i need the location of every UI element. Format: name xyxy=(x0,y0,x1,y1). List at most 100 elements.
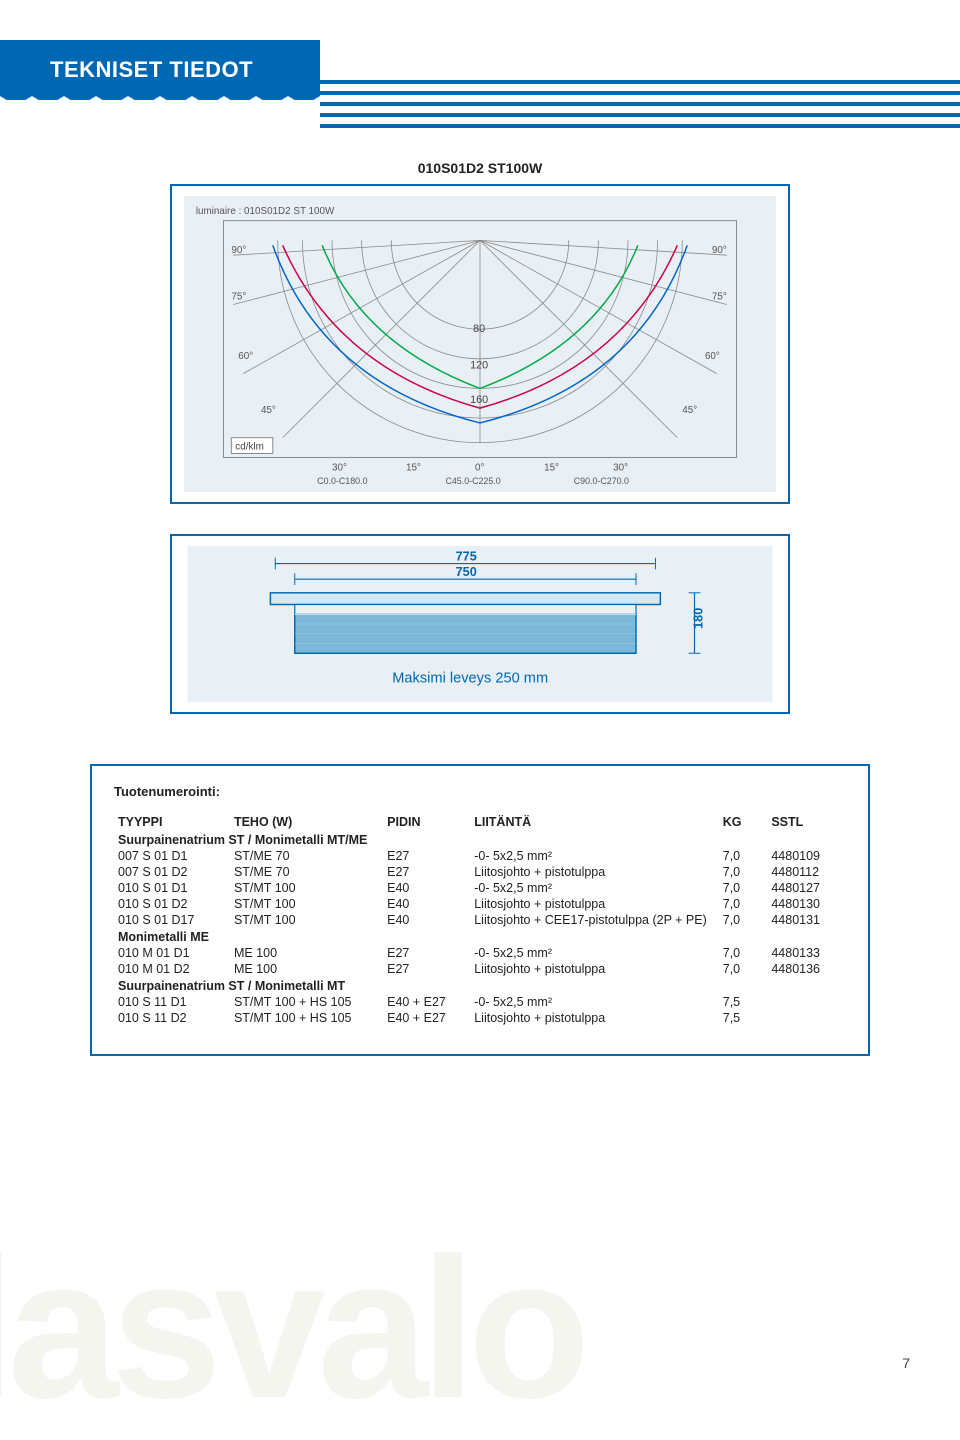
table-cell xyxy=(767,1010,846,1026)
watermark-text: lasvalo xyxy=(0,1229,582,1429)
table-cell: 7,0 xyxy=(719,945,768,961)
table-row: 010 M 01 D1ME 100E27-0- 5x2,5 mm²7,04480… xyxy=(114,945,846,961)
table-cell: ST/MT 100 xyxy=(230,880,383,896)
table-cell: ST/ME 70 xyxy=(230,864,383,880)
svg-text:45°: 45° xyxy=(261,405,276,416)
table-cell: 7,5 xyxy=(719,1010,768,1026)
content-area: 010S01D2 ST100W luminaire : 010S01D2 ST … xyxy=(0,100,960,1056)
polar-diagram: luminaire : 010S01D2 ST 100W xyxy=(170,184,790,504)
table-cell xyxy=(767,994,846,1010)
table-cell: E27 xyxy=(383,945,470,961)
table-cell: ST/MT 100 xyxy=(230,896,383,912)
spec-table-box: Tuotenumerointi: TYYPPI TEHO (W) PIDIN L… xyxy=(90,764,870,1056)
page-title: TEKNISET TIEDOT xyxy=(50,57,253,83)
table-cell: 7,0 xyxy=(719,961,768,977)
table-cell: 010 M 01 D1 xyxy=(114,945,230,961)
table-cell: 7,0 xyxy=(719,896,768,912)
svg-text:75°: 75° xyxy=(712,292,727,303)
table-cell: Liitosjohto + CEE17-pistotulppa (2P + PE… xyxy=(470,912,719,928)
header-banner: TEKNISET TIEDOT xyxy=(0,40,320,100)
svg-text:C45.0-C225.0: C45.0-C225.0 xyxy=(445,476,500,486)
table-cell: -0- 5x2,5 mm² xyxy=(470,848,719,864)
table-cell: 7,0 xyxy=(719,848,768,864)
dimension-svg: 775 750 180 Maksimi leveys 250 mm xyxy=(182,546,778,702)
table-row: 010 S 01 D2ST/MT 100E40Liitosjohto + pis… xyxy=(114,896,846,912)
table-cell: 4480127 xyxy=(767,880,846,896)
table-section-heading: Suurpainenatrium ST / Monimetalli MT xyxy=(114,977,846,994)
table-cell: E27 xyxy=(383,961,470,977)
table-cell: E40 xyxy=(383,880,470,896)
table-header-row: TYYPPI TEHO (W) PIDIN LIITÄNTÄ KG SSTL xyxy=(114,813,846,831)
table-cell: ST/MT 100 + HS 105 xyxy=(230,1010,383,1026)
table-cell: ME 100 xyxy=(230,945,383,961)
header-stripes xyxy=(320,80,960,140)
polar-chart-svg: luminaire : 010S01D2 ST 100W xyxy=(182,196,778,492)
table-cell: 4480130 xyxy=(767,896,846,912)
svg-text:160: 160 xyxy=(470,394,488,406)
table-cell: Liitosjohto + pistotulppa xyxy=(470,896,719,912)
svg-text:cd/klm: cd/klm xyxy=(235,442,264,453)
col-header: LIITÄNTÄ xyxy=(470,813,719,831)
table-row: 010 S 11 D2ST/MT 100 + HS 105E40 + E27Li… xyxy=(114,1010,846,1026)
svg-text:Maksimi leveys 250 mm: Maksimi leveys 250 mm xyxy=(392,671,548,687)
product-label: 010S01D2 ST100W xyxy=(90,160,870,176)
table-row: 010 S 01 D17ST/MT 100E40Liitosjohto + CE… xyxy=(114,912,846,928)
table-cell: E40 + E27 xyxy=(383,994,470,1010)
svg-text:30°: 30° xyxy=(332,462,347,473)
svg-text:30°: 30° xyxy=(613,462,628,473)
svg-text:75°: 75° xyxy=(231,292,246,303)
table-row: 010 M 01 D2ME 100E27Liitosjohto + pistot… xyxy=(114,961,846,977)
table-cell: 007 S 01 D2 xyxy=(114,864,230,880)
table-cell: 007 S 01 D1 xyxy=(114,848,230,864)
svg-text:180: 180 xyxy=(691,608,705,629)
table-cell: 7,5 xyxy=(719,994,768,1010)
table-cell: E40 xyxy=(383,912,470,928)
dimension-diagram: 775 750 180 Maksimi leveys 250 mm xyxy=(170,534,790,714)
spec-table: TYYPPI TEHO (W) PIDIN LIITÄNTÄ KG SSTL S… xyxy=(114,813,846,1026)
svg-text:775: 775 xyxy=(456,550,477,564)
table-cell: ME 100 xyxy=(230,961,383,977)
table-cell: 4480131 xyxy=(767,912,846,928)
svg-text:C90.0-C270.0: C90.0-C270.0 xyxy=(574,476,629,486)
table-cell: 010 S 01 D2 xyxy=(114,896,230,912)
table-cell: -0- 5x2,5 mm² xyxy=(470,994,719,1010)
svg-text:60°: 60° xyxy=(238,351,253,362)
svg-text:0°: 0° xyxy=(475,462,484,473)
table-title: Tuotenumerointi: xyxy=(114,784,846,799)
table-cell: -0- 5x2,5 mm² xyxy=(470,880,719,896)
table-cell: 010 S 01 D17 xyxy=(114,912,230,928)
table-cell: 4480112 xyxy=(767,864,846,880)
svg-text:90°: 90° xyxy=(712,245,727,256)
table-row: 010 S 11 D1ST/MT 100 + HS 105E40 + E27-0… xyxy=(114,994,846,1010)
table-cell: 7,0 xyxy=(719,864,768,880)
table-cell: Liitosjohto + pistotulppa xyxy=(470,864,719,880)
table-row: 010 S 01 D1ST/MT 100E40-0- 5x2,5 mm²7,04… xyxy=(114,880,846,896)
table-cell: E27 xyxy=(383,864,470,880)
table-row: 007 S 01 D1ST/ME 70E27-0- 5x2,5 mm²7,044… xyxy=(114,848,846,864)
table-cell: ST/MT 100 + HS 105 xyxy=(230,994,383,1010)
col-header: SSTL xyxy=(767,813,846,831)
svg-text:C0.0-C180.0: C0.0-C180.0 xyxy=(317,476,367,486)
table-cell: 010 S 11 D2 xyxy=(114,1010,230,1026)
table-cell: 7,0 xyxy=(719,880,768,896)
col-header: KG xyxy=(719,813,768,831)
table-cell: Liitosjohto + pistotulppa xyxy=(470,1010,719,1026)
col-header: PIDIN xyxy=(383,813,470,831)
table-cell: E40 + E27 xyxy=(383,1010,470,1026)
table-section-heading: Monimetalli ME xyxy=(114,928,846,945)
table-cell: -0- 5x2,5 mm² xyxy=(470,945,719,961)
table-cell: 4480109 xyxy=(767,848,846,864)
col-header: TYYPPI xyxy=(114,813,230,831)
svg-text:90°: 90° xyxy=(231,245,246,256)
svg-text:60°: 60° xyxy=(705,351,720,362)
col-header: TEHO (W) xyxy=(230,813,383,831)
table-cell: 010 M 01 D2 xyxy=(114,961,230,977)
table-cell: E27 xyxy=(383,848,470,864)
table-cell: 010 S 11 D1 xyxy=(114,994,230,1010)
table-cell: 010 S 01 D1 xyxy=(114,880,230,896)
svg-text:750: 750 xyxy=(456,565,477,579)
svg-text:80: 80 xyxy=(473,323,485,335)
page-number: 7 xyxy=(902,1355,910,1371)
table-cell: E40 xyxy=(383,896,470,912)
table-cell: 7,0 xyxy=(719,912,768,928)
